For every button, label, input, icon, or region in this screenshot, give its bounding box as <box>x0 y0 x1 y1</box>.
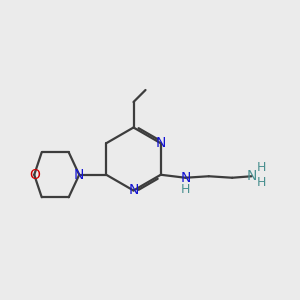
Text: H: H <box>256 176 266 189</box>
Text: H: H <box>181 183 190 196</box>
Text: N: N <box>128 184 139 197</box>
Text: N: N <box>74 168 84 182</box>
Text: N: N <box>180 171 190 185</box>
Text: O: O <box>29 168 40 182</box>
Text: N: N <box>247 169 257 183</box>
Text: H: H <box>256 161 266 174</box>
Text: N: N <box>156 136 166 150</box>
